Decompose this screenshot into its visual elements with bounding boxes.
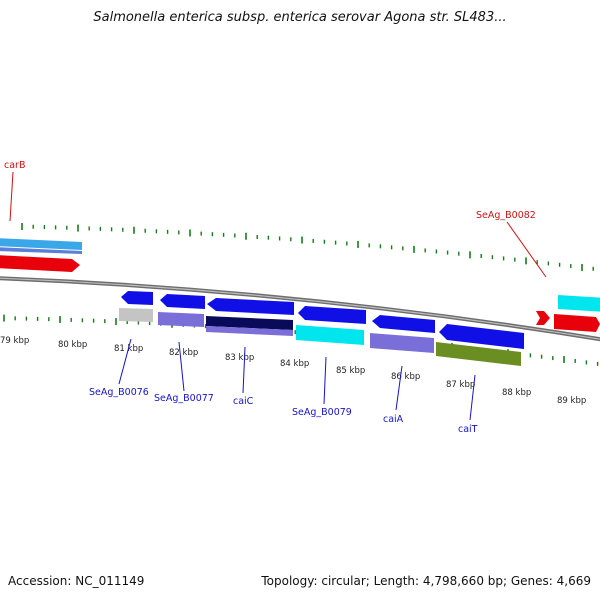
gene-caic-arrow[interactable] [207,298,294,315]
gene-labels: carB SeAg_B0082 SeAg_B0076 SeAg_B0077 ca… [4,160,536,435]
gene-carb-segment-1[interactable] [0,238,82,250]
gene-label-carb[interactable]: carB [4,160,25,171]
gene-carb-arrow[interactable] [0,255,80,272]
gene-caic-stripe[interactable] [206,326,293,336]
kbp-label: 85 kbp [336,366,365,376]
gene-seag-b0076-arrow[interactable] [121,291,153,305]
kbp-label: 87 kbp [446,380,475,390]
gene-caia-arrow[interactable] [372,315,435,333]
gene-caic-block[interactable] [206,316,293,330]
kbp-label: 83 kbp [225,353,254,363]
kbp-label: 88 kbp [502,388,531,398]
gene-seag-b0082-arrow[interactable] [554,314,600,332]
reverse-genes [119,291,524,366]
forward-genes [0,238,600,332]
topology-text: Topology: circular; Length: 4,798,660 bp… [261,574,591,588]
gene-label-cait[interactable]: caiT [458,424,478,435]
gene-cait-block[interactable] [436,342,521,366]
kbp-label: 80 kbp [58,340,87,350]
kbp-label: 84 kbp [280,359,309,369]
map-title: Salmonella enterica subsp. enterica sero… [93,10,507,25]
gene-seag-b0077-arrow[interactable] [160,294,205,309]
gene-label-seag-b0077[interactable]: SeAg_B0077 [154,393,214,404]
gene-seag-b0077-block[interactable] [158,312,204,327]
gene-caia-block[interactable] [370,333,434,353]
gene-seag-b0082-small[interactable] [536,311,550,325]
gene-label-seag-b0076[interactable]: SeAg_B0076 [89,387,149,398]
gene-seag-b0079-arrow[interactable] [298,306,366,324]
gene-seag-b0082-cyan[interactable] [558,295,600,312]
gene-label-seag-b0082[interactable]: SeAg_B0082 [476,210,536,221]
gene-label-seag-b0079[interactable]: SeAg_B0079 [292,407,352,418]
kbp-label: 82 kbp [169,348,198,358]
kbp-label: 79 kbp [0,336,29,346]
gene-seag-b0076-block[interactable] [119,308,153,322]
upper-tick-track [21,222,594,271]
kbp-label: 89 kbp [557,396,586,406]
gene-label-caia[interactable]: caiA [383,414,404,425]
kbp-label: 86 kbp [391,372,420,382]
accession-text: Accession: NC_011149 [8,574,145,588]
kbp-scale-labels: 79 kbp 80 kbp 81 kbp 82 kbp 83 kbp 84 kb… [0,336,586,406]
gene-label-caic[interactable]: caiC [233,396,254,407]
label-leaders [9,171,547,421]
gene-seag-b0079-block[interactable] [296,325,364,345]
gene-carb-segment-2[interactable] [0,247,82,254]
gene-cait-arrow[interactable] [439,324,524,349]
